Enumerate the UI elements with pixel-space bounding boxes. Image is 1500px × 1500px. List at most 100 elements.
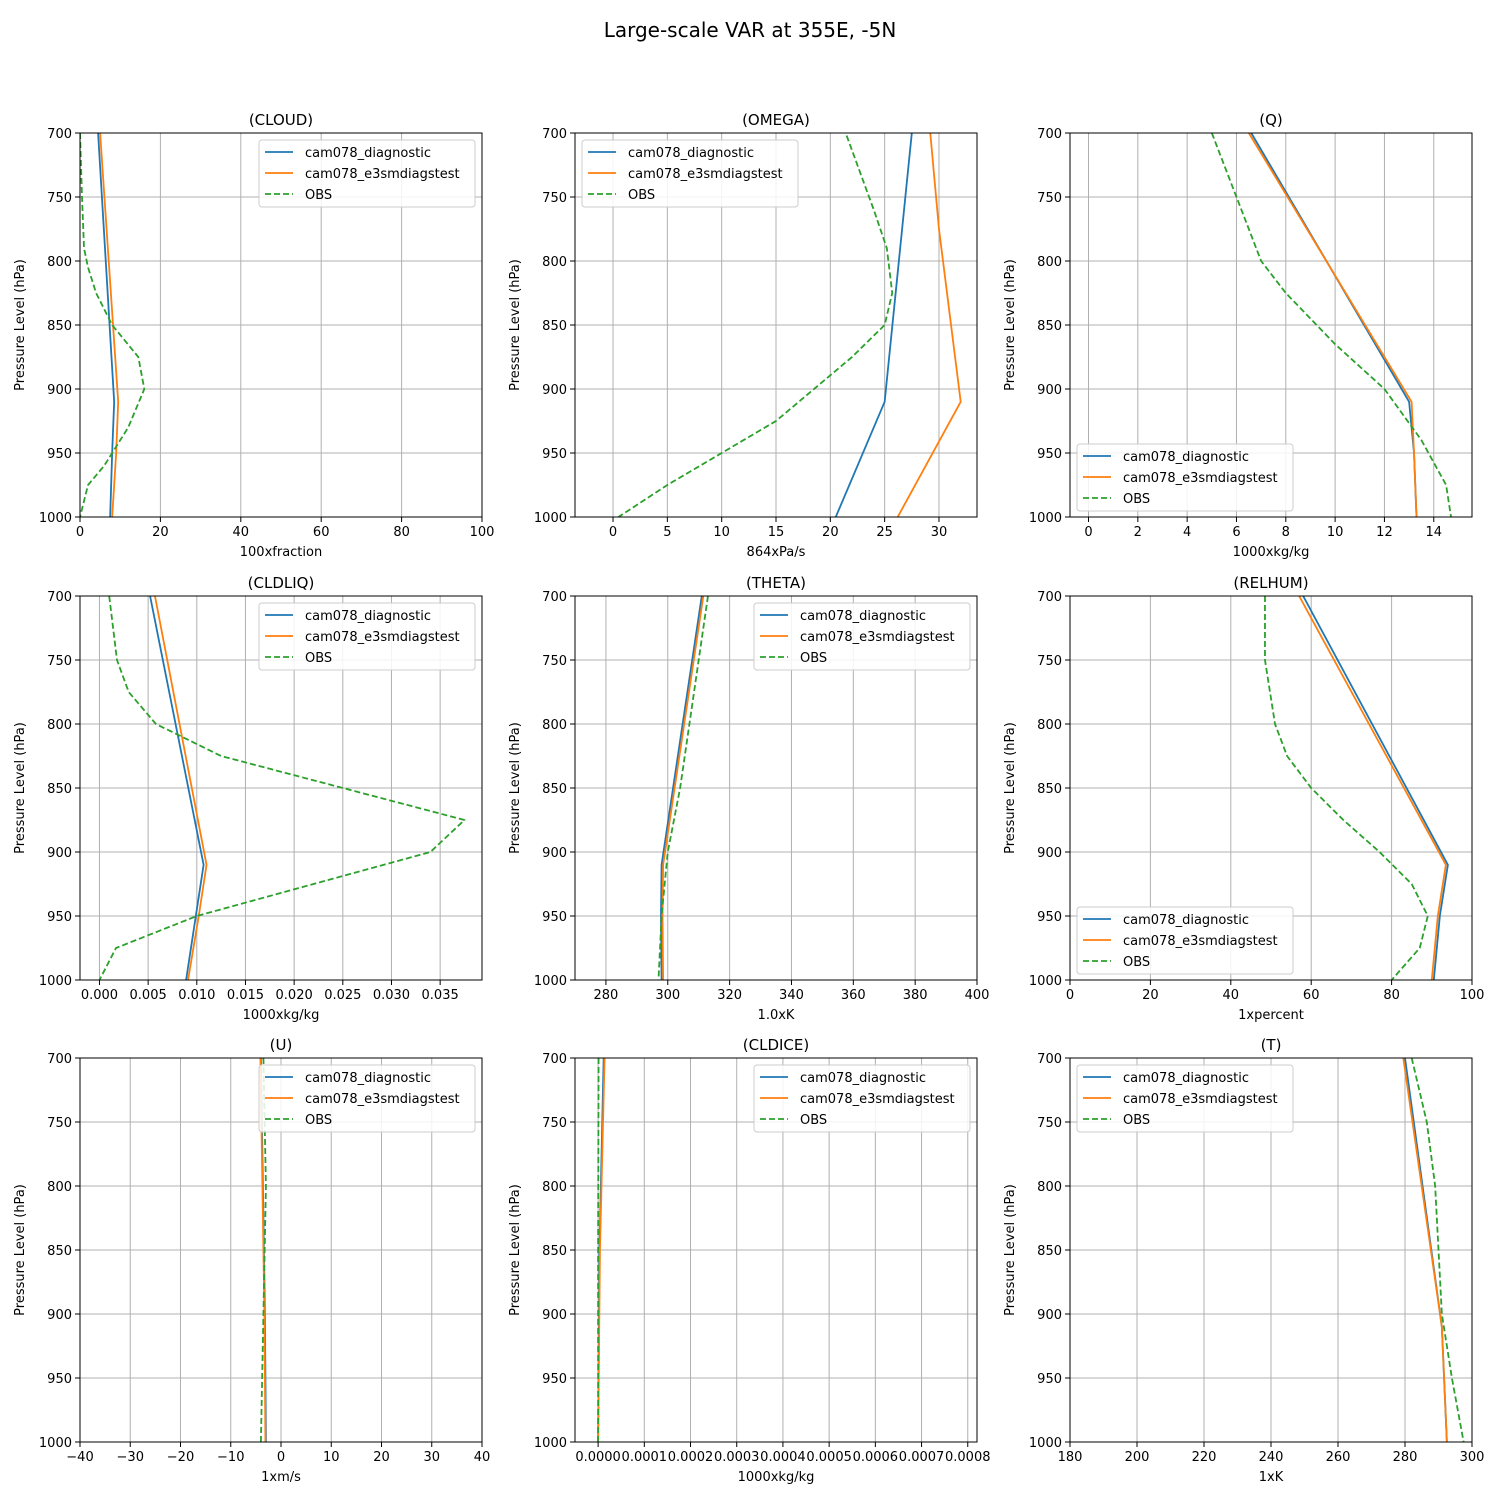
- x-tick-label: 280: [1393, 1450, 1418, 1465]
- x-tick-label: 0.025: [324, 988, 361, 1003]
- y-tick-label: 850: [542, 319, 567, 334]
- x-tick-label: 340: [779, 988, 804, 1003]
- panel-2: 0 2 4 6 8 10 12 14 700 750 800 850 900 950 1000 (Q) 1000…: [1003, 111, 1473, 560]
- x-tick-label: 0.020: [276, 988, 313, 1003]
- x-tick-label: 280: [594, 988, 619, 1003]
- y-tick-label: 750: [542, 1116, 567, 1131]
- x-tick-label: 0.030: [373, 988, 410, 1003]
- y-axis-label: Pressure Level (hPa): [1003, 259, 1018, 391]
- y-tick-label: 950: [542, 910, 567, 925]
- y-tick-label: 1000: [534, 511, 567, 526]
- legend-box: [753, 602, 971, 671]
- legend-label: OBS: [305, 651, 332, 666]
- x-tick-label: 380: [903, 988, 928, 1003]
- legend: cam078_diagnostic cam078_e3smdiagstest OBS: [1076, 906, 1294, 975]
- y-tick-label: 1000: [534, 974, 567, 989]
- legend: cam078_diagnostic cam078_e3smdiagstest OBS: [258, 602, 476, 671]
- y-tick-label: 1000: [39, 974, 72, 989]
- x-tick-label: 220: [1192, 1450, 1217, 1465]
- y-tick-label: 1000: [39, 511, 72, 526]
- x-tick-label: 80: [1383, 988, 1400, 1003]
- x-tick-label: 0.005: [130, 988, 167, 1003]
- y-axis-label: Pressure Level (hPa): [13, 259, 28, 391]
- legend-label: cam078_e3smdiagstest: [305, 1092, 460, 1107]
- x-tick-label: 60: [313, 525, 330, 540]
- series-group: [80, 133, 146, 517]
- y-tick-label: 850: [542, 782, 567, 797]
- series-line-0: [660, 596, 703, 980]
- panel-4: 280 300 320 340 360 380 400 700 750 800 850 900 950 1…: [508, 574, 989, 1023]
- x-tick-label: 12: [1376, 525, 1393, 540]
- x-tick-label: 0.0007: [899, 1450, 945, 1465]
- panel-title: (CLDICE): [743, 1036, 809, 1054]
- series-group: [617, 133, 962, 517]
- x-tick-label: 10: [323, 1450, 340, 1465]
- series-group: [1210, 133, 1452, 517]
- y-tick-label: 850: [47, 319, 72, 334]
- x-tick-label: 0.000: [81, 988, 118, 1003]
- x-tick-label: 40: [233, 525, 250, 540]
- panel-title: (U): [270, 1036, 293, 1054]
- y-tick-label: 700: [542, 590, 567, 605]
- legend-label: OBS: [305, 188, 332, 203]
- series-group: [98, 596, 466, 980]
- x-tick-label: −40: [66, 1450, 93, 1465]
- y-tick-label: 750: [1037, 654, 1062, 669]
- x-tick-label: −10: [217, 1450, 244, 1465]
- y-tick-label: 700: [47, 1052, 72, 1067]
- x-tick-label: 0.0003: [714, 1450, 760, 1465]
- legend-box: [258, 139, 476, 208]
- x-tick-label: 300: [655, 988, 680, 1003]
- y-tick-label: 950: [47, 910, 72, 925]
- legend-label: cam078_diagnostic: [305, 146, 431, 161]
- panel-0: 0 20 40 60 80 100 700 750 800 850 900 950 1000 (CLOUD…: [13, 111, 494, 560]
- legend: cam078_diagnostic cam078_e3smdiagstest OBS: [258, 1064, 476, 1133]
- legend-box: [581, 139, 799, 208]
- x-tick-label: 80: [393, 525, 410, 540]
- y-tick-label: 750: [47, 191, 72, 206]
- y-tick-label: 850: [1037, 1244, 1062, 1259]
- legend: cam078_diagnostic cam078_e3smdiagstest OBS: [753, 602, 971, 671]
- series-line-2: [80, 133, 146, 517]
- y-tick-label: 900: [1037, 846, 1062, 861]
- x-axis-label: 1xpercent: [1238, 1008, 1304, 1023]
- x-tick-label: 320: [717, 988, 742, 1003]
- x-tick-label: 100: [470, 525, 495, 540]
- legend-label: cam078_diagnostic: [800, 1071, 926, 1086]
- legend-label: cam078_diagnostic: [800, 609, 926, 624]
- series-line-0: [149, 596, 205, 980]
- legend-label: cam078_e3smdiagstest: [305, 630, 460, 645]
- x-tick-label: 0.0008: [945, 1450, 991, 1465]
- series-line-2: [617, 135, 894, 517]
- x-axis-label: 1xK: [1259, 1470, 1284, 1485]
- panel-title: (THETA): [746, 574, 806, 592]
- x-axis-label: 1000xkg/kg: [738, 1470, 815, 1485]
- y-axis-label: Pressure Level (hPa): [13, 722, 28, 854]
- y-tick-label: 850: [1037, 782, 1062, 797]
- x-tick-label: 30: [423, 1450, 440, 1465]
- x-axis-label: 1.0xK: [758, 1008, 795, 1023]
- y-tick-label: 850: [542, 1244, 567, 1259]
- x-tick-label: 0.0000: [575, 1450, 621, 1465]
- legend-label: OBS: [800, 651, 827, 666]
- legend: cam078_diagnostic cam078_e3smdiagstest OBS: [1076, 1064, 1294, 1133]
- legend-label: cam078_e3smdiagstest: [305, 167, 460, 182]
- x-axis-label: 864xPa/s: [747, 545, 806, 560]
- y-tick-label: 700: [1037, 127, 1062, 142]
- y-tick-label: 950: [542, 1372, 567, 1387]
- y-tick-label: 950: [542, 447, 567, 462]
- x-tick-label: 300: [1460, 1450, 1485, 1465]
- x-tick-label: 180: [1058, 1450, 1083, 1465]
- y-tick-label: 850: [1037, 319, 1062, 334]
- legend-label: cam078_e3smdiagstest: [1123, 1092, 1278, 1107]
- y-tick-label: 850: [47, 782, 72, 797]
- panel-7: 0.0000 0.0001 0.0002 0.0003 0.0004 0.0005 0.00…: [508, 1036, 991, 1485]
- y-tick-label: 900: [1037, 383, 1062, 398]
- x-tick-label: 400: [965, 988, 990, 1003]
- y-tick-label: 800: [47, 1180, 72, 1195]
- x-tick-label: 100: [1460, 988, 1485, 1003]
- x-tick-label: 20: [1142, 988, 1159, 1003]
- legend-label: cam078_e3smdiagstest: [800, 630, 955, 645]
- x-tick-label: 0: [1066, 988, 1074, 1003]
- legend-label: OBS: [1123, 955, 1150, 970]
